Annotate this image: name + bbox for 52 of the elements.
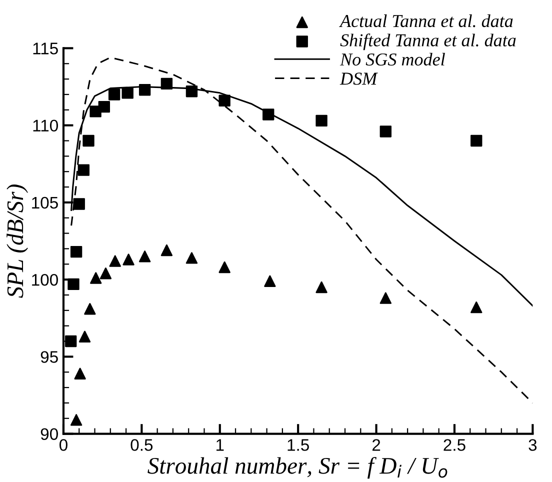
x-tick-label: 2 xyxy=(372,439,380,451)
point xyxy=(68,278,80,290)
point xyxy=(74,368,86,380)
y-tick-label: 100 xyxy=(32,274,58,286)
point xyxy=(122,87,134,99)
point xyxy=(186,86,198,98)
y-tick-label: 115 xyxy=(33,42,58,54)
legend-label: DSM xyxy=(340,72,378,85)
point xyxy=(78,330,91,342)
point xyxy=(109,255,121,267)
point xyxy=(122,254,134,266)
point xyxy=(90,272,102,284)
point xyxy=(78,164,90,176)
point xyxy=(380,126,392,138)
point xyxy=(160,244,173,256)
point xyxy=(73,198,85,210)
point xyxy=(108,88,120,100)
legend-label: Actual Tanna et al. data xyxy=(339,14,513,28)
x-axis-title: Strouhal number, Sr = f D$_{i}$ / U$_{o}$ xyxy=(148,456,448,479)
point xyxy=(470,134,482,147)
y-tick-label: 90 xyxy=(40,428,58,440)
point xyxy=(470,301,482,314)
x-tick-label: 2.5 xyxy=(444,439,466,451)
x-tick-label: 1 xyxy=(216,439,224,451)
point xyxy=(98,100,110,113)
legend-label: Shifted Tanna et al. data xyxy=(340,34,516,50)
x-tick-label: 0 xyxy=(59,439,68,451)
y-tick-label: 105 xyxy=(32,196,58,209)
y-tick-label: 110 xyxy=(33,120,58,132)
point xyxy=(186,252,198,264)
x-tick-label: 0.5 xyxy=(130,439,153,451)
point xyxy=(218,261,230,274)
point xyxy=(138,250,151,262)
x-tick-label: 1.5 xyxy=(288,439,309,451)
point xyxy=(70,414,82,426)
point xyxy=(380,292,392,304)
point xyxy=(82,134,94,147)
point xyxy=(100,268,112,280)
point xyxy=(84,303,96,315)
x-tick-label: 3 xyxy=(528,439,537,451)
point xyxy=(64,335,77,348)
point xyxy=(316,114,328,127)
point xyxy=(160,78,173,90)
y-tick-label: 95 xyxy=(40,351,58,363)
point xyxy=(262,108,274,120)
point xyxy=(264,275,276,287)
point xyxy=(218,94,230,106)
point xyxy=(316,281,328,294)
legend-label: No SGS model xyxy=(340,52,445,66)
point xyxy=(138,84,151,96)
y-axis-title: SPL (dB/Sr) xyxy=(6,184,28,298)
point xyxy=(70,246,82,258)
